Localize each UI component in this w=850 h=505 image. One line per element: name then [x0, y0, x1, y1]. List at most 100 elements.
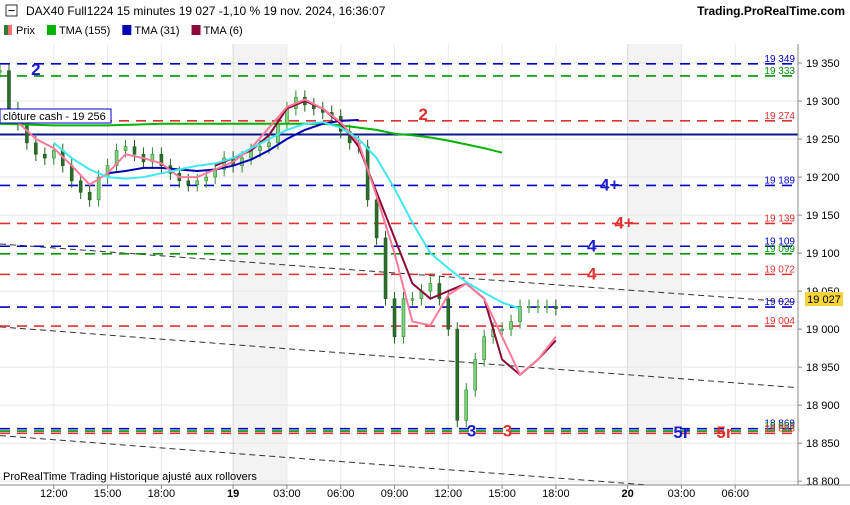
level-label: 19 189 [764, 175, 795, 186]
price-bar-body [258, 146, 262, 151]
level-label: 19 139 [764, 213, 795, 224]
trendline [0, 435, 655, 485]
level-label: 19 029 [764, 297, 795, 308]
level-label: 18 869 [764, 419, 795, 430]
x-tick-label: 15:00 [488, 488, 516, 500]
series-tma-155- [0, 122, 503, 154]
price-bar-body [428, 283, 433, 292]
price-bar-body [518, 306, 522, 322]
x-axis: 12:00 15:00 18:00 19 03:00 06:00 09:00 12:00 15:… [40, 485, 749, 500]
price-bar-body [536, 306, 540, 309]
level-label: 19 109 [764, 236, 795, 247]
weekend-band [627, 44, 682, 485]
price-bar-body [51, 150, 56, 159]
price-bar-body [446, 298, 451, 330]
price-bar-body [455, 328, 460, 421]
x-tick-label: 03:00 [273, 488, 301, 500]
level-label: 19 099 [764, 244, 795, 255]
wave-label: 3 [503, 421, 512, 440]
price-bar-body [482, 336, 486, 360]
price-bar-body [392, 298, 397, 338]
collapse-icon[interactable] [5, 4, 18, 17]
legend-label: Prix [16, 25, 35, 37]
price-bar-body [123, 146, 128, 151]
y-tick-label: 18 850 [806, 438, 840, 450]
level-label: 19 004 [764, 316, 795, 327]
legend: Prix TMA (155) TMA (31) TMA (6) [4, 25, 243, 37]
chart-title: DAX40 Full1224 15 minutes 19 027 -1,10 %… [26, 4, 386, 18]
x-tick-label: 06:00 [721, 488, 749, 500]
series-tma-31- [107, 119, 359, 175]
series-pink [0, 98, 557, 376]
x-tick-label: 18:00 [542, 488, 570, 500]
y-tick-label: 18 950 [806, 362, 840, 374]
price-bar-body [43, 153, 47, 159]
y-tick-label: 19 350 [806, 58, 840, 70]
grid [0, 44, 798, 485]
price-bar-body [34, 142, 38, 155]
x-tick-label: 19 [227, 488, 239, 500]
weekend-band [233, 44, 287, 485]
price-bar-body [195, 180, 200, 185]
price-bar-body [383, 237, 388, 300]
price-bar-body [500, 328, 504, 331]
price-bar-body [87, 191, 92, 201]
series-tma-6- [214, 100, 557, 376]
price-bar-body [0, 70, 2, 73]
price-bar-body [159, 153, 164, 166]
price-bar-body [132, 146, 137, 155]
x-tick-label: 06:00 [327, 488, 355, 500]
y-tick-label: 19 100 [806, 248, 840, 260]
cloture-cash-label: clôture cash - 19 256 [0, 108, 112, 124]
price-bar-body [554, 306, 558, 309]
wave-label: 4+ [614, 214, 633, 233]
legend-swatch [46, 25, 56, 35]
price-bar-body [545, 306, 549, 309]
legend-label: TMA (155) [59, 25, 110, 37]
x-tick-label: 20 [622, 488, 634, 500]
wave-label: 3 [467, 421, 476, 440]
wave-label: 2 [31, 60, 40, 79]
price-bar-body [150, 153, 155, 163]
price-bar-body [96, 176, 101, 201]
price-bar-body [7, 70, 11, 109]
price-bar-body [267, 142, 271, 147]
price-bar-body [114, 150, 119, 166]
price-bar-body [78, 180, 83, 193]
y-tick-label: 19 300 [806, 96, 840, 108]
price-bar-body [509, 321, 513, 330]
price-bar-body [401, 298, 406, 338]
price-bar-body [437, 283, 442, 300]
y-tick-label: 19 200 [806, 172, 840, 184]
x-tick-label: 18:00 [148, 488, 176, 500]
level-label: 18 866 [764, 421, 795, 432]
legend-swatch [8, 25, 12, 35]
legend-swatch [191, 25, 201, 35]
level-label: 19 333 [764, 66, 795, 77]
wave-label: 4 [587, 265, 597, 284]
price-bar-body [464, 389, 469, 421]
annotations: 2 2 4+ 4+ 4 4 3 3 5r 5r [31, 60, 733, 442]
level-label: 19 274 [764, 111, 795, 122]
y-axis-area [798, 44, 850, 485]
y-tick-label: 19 000 [806, 324, 840, 336]
y-tick-label: 18 900 [806, 400, 840, 412]
legend-label: TMA (6) [204, 25, 243, 37]
y-tick-label: 19 150 [806, 210, 840, 222]
legend-swatch [122, 25, 132, 35]
site-name: Trading.ProRealTime.com [697, 4, 845, 18]
weekend-shade [233, 44, 682, 485]
price-bar-body [473, 359, 478, 391]
wave-label: 4 [587, 236, 597, 255]
svg-text:19 027: 19 027 [807, 294, 841, 306]
price-bar-body [527, 306, 531, 309]
wave-label: 5r [716, 423, 732, 442]
wave-label: 2 [418, 105, 427, 124]
price-bar-body [374, 199, 379, 239]
price-bar-body [204, 176, 209, 182]
price-bar-body [186, 180, 191, 185]
